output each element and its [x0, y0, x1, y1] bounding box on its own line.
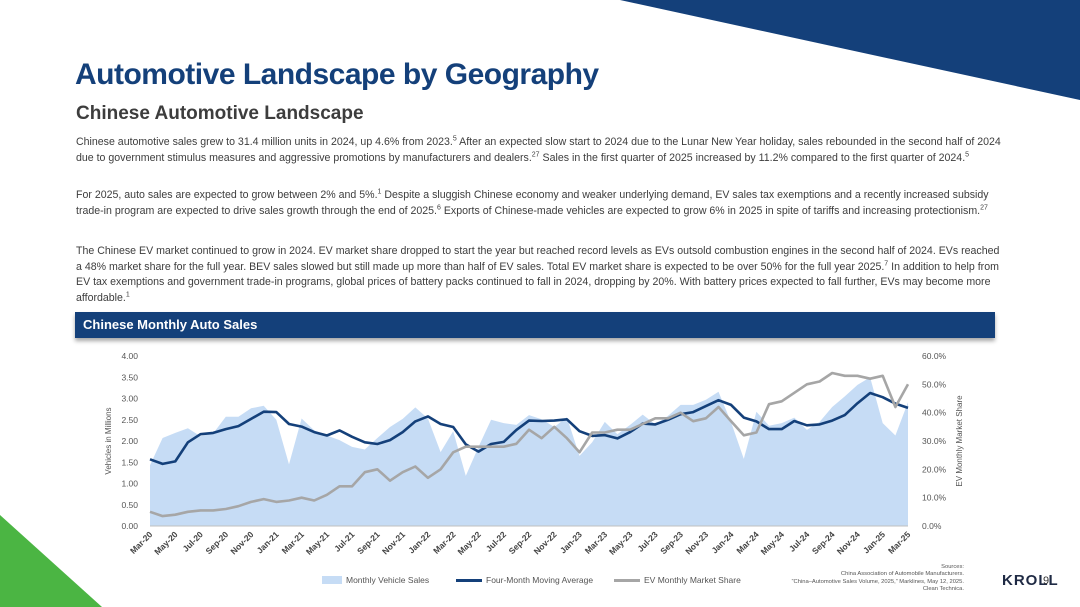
- x-tick-label: Sep-20: [203, 529, 230, 556]
- y-tick-label: 2.00: [121, 436, 138, 446]
- x-tick-label: Jul-21: [332, 529, 357, 554]
- y-tick-label: 0.00: [121, 521, 138, 531]
- y-axis-title: Vehicles in Millions: [104, 407, 113, 474]
- series-area-monthly-vehicle-sales: [150, 377, 908, 526]
- paragraph-ev-market: The Chinese EV market continued to grow …: [76, 245, 1000, 304]
- y-tick-label: 3.00: [121, 394, 138, 404]
- y2-tick-label: 40.0%: [922, 408, 947, 418]
- x-tick-label: Sep-24: [810, 529, 837, 556]
- x-tick-label: Jul-24: [787, 529, 812, 554]
- x-tick-label: Mar-22: [431, 529, 458, 556]
- chart-title: Chinese Monthly Auto Sales: [83, 317, 258, 332]
- y2-tick-label: 60.0%: [922, 351, 947, 361]
- y2-tick-label: 50.0%: [922, 379, 947, 389]
- legend-item-moving-average: Four-Month Moving Average: [456, 575, 593, 585]
- y-tick-label: 4.00: [121, 351, 138, 361]
- paragraph-sales-2024: Chinese automotive sales grew to 31.4 mi…: [76, 135, 1001, 164]
- y2-tick-label: 0.0%: [922, 521, 942, 531]
- x-tick-label: May-23: [607, 529, 635, 557]
- x-tick-label: Mar-21: [280, 529, 307, 556]
- series-line-four-month-average: [149, 391, 909, 466]
- y2-tick-label: 30.0%: [922, 436, 947, 446]
- x-tick-label: Mar-25: [886, 529, 913, 556]
- page-title: Automotive Landscape by Geography: [75, 58, 599, 91]
- x-tick-label: Mar-20: [128, 529, 155, 556]
- x-tick-label: May-24: [759, 529, 787, 557]
- sources-note: Sources: China Association of Automobile…: [791, 564, 964, 592]
- x-tick-label: May-21: [304, 529, 332, 557]
- x-tick-label: Nov-21: [380, 529, 407, 556]
- kroll-logo: KROLL: [1002, 572, 1059, 589]
- y-tick-label: 3.50: [121, 372, 138, 382]
- legend-swatch-gray-line: [614, 578, 640, 582]
- x-tick-label: Nov-22: [532, 529, 559, 556]
- x-tick-label: Sep-21: [355, 529, 382, 556]
- x-tick-label: Nov-20: [228, 529, 255, 556]
- y-tick-label: 1.00: [121, 479, 138, 489]
- x-tick-label: May-22: [455, 529, 483, 557]
- x-tick-label: Nov-23: [683, 529, 710, 556]
- logo-text: KROLL: [1002, 572, 1059, 589]
- y-tick-label: 0.50: [121, 500, 138, 510]
- page-subtitle: Chinese Automotive Landscape: [76, 103, 364, 124]
- corner-decoration-green: [0, 515, 102, 607]
- legend-swatch-area: [322, 576, 342, 584]
- x-tick-label: Jan-25: [861, 529, 887, 555]
- x-tick-label: Jan-23: [558, 529, 584, 555]
- paragraph-outlook-2025: For 2025, auto sales are expected to gro…: [76, 188, 989, 217]
- legend-item-monthly-sales: Monthly Vehicle Sales: [322, 575, 429, 585]
- x-tick-label: May-20: [152, 529, 180, 557]
- x-tick-label: Jul-22: [484, 529, 509, 554]
- x-tick-label: Sep-22: [507, 529, 534, 556]
- x-tick-label: Jan-24: [709, 529, 735, 555]
- series-line-ev-market-share: [149, 371, 910, 518]
- y2-axis-title: EV Monthly Market Share: [955, 395, 964, 487]
- y2-tick-label: 20.0%: [922, 464, 947, 474]
- y-tick-label: 2.50: [121, 415, 138, 425]
- x-tick-label: Sep-23: [658, 529, 685, 556]
- x-tick-label: Mar-23: [583, 529, 610, 556]
- y-tick-label: 1.50: [121, 457, 138, 467]
- x-tick-label: Jul-20: [180, 529, 205, 554]
- legend-swatch-navy-line: [456, 578, 482, 582]
- y2-tick-label: 10.0%: [922, 493, 947, 503]
- legend-item-ev-share: EV Monthly Market Share: [614, 575, 741, 585]
- x-tick-label: Jan-21: [255, 529, 281, 555]
- chart-title-banner: Chinese Monthly Auto Sales: [75, 312, 995, 338]
- page-number: 9: [1043, 575, 1050, 587]
- x-tick-label: Nov-24: [835, 529, 862, 556]
- corner-decoration-navy: [620, 0, 1080, 100]
- x-tick-label: Mar-24: [734, 529, 761, 556]
- x-tick-label: Jan-22: [406, 529, 432, 555]
- x-tick-label: Jul-23: [635, 529, 660, 554]
